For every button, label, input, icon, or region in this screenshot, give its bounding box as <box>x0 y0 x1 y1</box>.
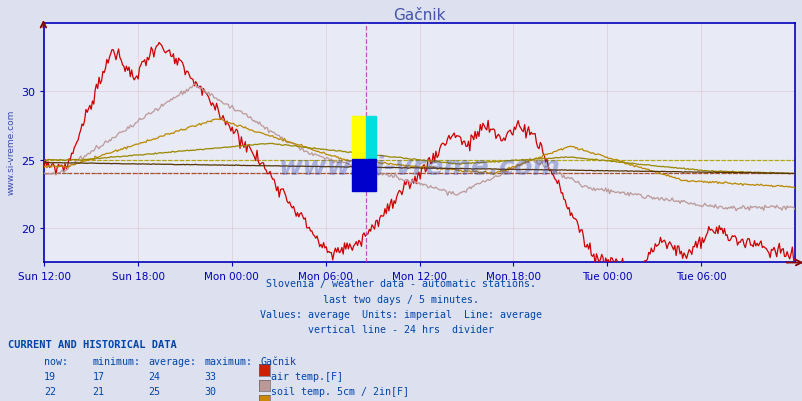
Text: www.si-vreme.com: www.si-vreme.com <box>6 110 15 195</box>
Text: vertical line - 24 hrs  divider: vertical line - 24 hrs divider <box>308 324 494 334</box>
Text: 33: 33 <box>205 371 217 381</box>
Text: air temp.[F]: air temp.[F] <box>271 371 343 381</box>
Text: 19: 19 <box>44 371 56 381</box>
Text: 25: 25 <box>148 386 160 396</box>
Text: 30: 30 <box>205 386 217 396</box>
Text: 22: 22 <box>44 386 56 396</box>
FancyBboxPatch shape <box>352 160 375 191</box>
Text: maximum:: maximum: <box>205 356 253 366</box>
Text: now:: now: <box>44 356 68 366</box>
Title: Gačnik: Gačnik <box>393 8 445 23</box>
Text: minimum:: minimum: <box>92 356 140 366</box>
Text: Values: average  Units: imperial  Line: average: Values: average Units: imperial Line: av… <box>260 309 542 319</box>
Text: average:: average: <box>148 356 196 366</box>
Text: 24: 24 <box>148 371 160 381</box>
Text: Slovenia / weather data - automatic stations.: Slovenia / weather data - automatic stat… <box>266 279 536 289</box>
Text: soil temp. 5cm / 2in[F]: soil temp. 5cm / 2in[F] <box>271 386 409 396</box>
Text: www.si-vreme.com: www.si-vreme.com <box>278 154 560 180</box>
Text: CURRENT AND HISTORICAL DATA: CURRENT AND HISTORICAL DATA <box>8 339 176 349</box>
Text: last two days / 5 minutes.: last two days / 5 minutes. <box>323 294 479 304</box>
FancyBboxPatch shape <box>366 117 375 160</box>
Text: Gačnik: Gačnik <box>261 356 297 366</box>
Text: 17: 17 <box>92 371 104 381</box>
FancyBboxPatch shape <box>352 117 366 160</box>
Text: 21: 21 <box>92 386 104 396</box>
